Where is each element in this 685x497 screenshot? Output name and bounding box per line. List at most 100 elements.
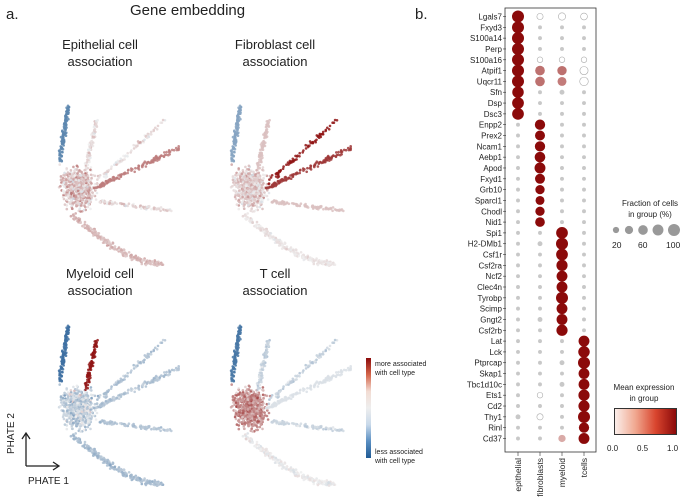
embedding-point bbox=[290, 159, 294, 163]
embedding-point bbox=[119, 377, 123, 381]
embedding-point bbox=[260, 148, 264, 151]
embedding-point bbox=[117, 248, 121, 252]
embedding-point bbox=[127, 202, 131, 205]
embedding-point bbox=[94, 343, 98, 346]
embedding-point bbox=[259, 227, 262, 231]
embedding-point bbox=[111, 461, 115, 465]
embedding-point bbox=[132, 475, 136, 479]
embedding-point bbox=[155, 484, 159, 487]
embedding-point bbox=[237, 167, 240, 170]
embedding-point bbox=[88, 406, 91, 409]
embedding-point bbox=[74, 195, 78, 198]
embedding-point bbox=[344, 148, 348, 152]
embedding-point bbox=[233, 396, 237, 400]
embedding-point bbox=[71, 201, 75, 205]
embedding-point bbox=[237, 189, 241, 192]
embedding-point bbox=[237, 131, 240, 134]
embedding-point bbox=[149, 482, 153, 486]
embedding-point bbox=[262, 140, 265, 143]
embedding-point bbox=[85, 187, 89, 190]
embedding-point bbox=[242, 198, 245, 202]
embedding-point bbox=[155, 264, 159, 267]
embedding-point bbox=[101, 241, 105, 244]
embedding-point bbox=[296, 154, 299, 157]
embedding-point bbox=[84, 174, 88, 177]
embedding-point bbox=[291, 157, 295, 161]
embedding-point bbox=[246, 197, 249, 200]
embedding-point bbox=[161, 338, 165, 342]
embedding-point bbox=[233, 189, 237, 192]
embedding-point bbox=[302, 149, 305, 152]
embedding-point bbox=[290, 202, 294, 205]
embedding-point bbox=[232, 146, 235, 150]
embedding-point bbox=[58, 158, 61, 161]
embedding-point bbox=[61, 195, 65, 199]
embedding-point bbox=[138, 141, 142, 144]
embedding-point bbox=[286, 161, 290, 164]
embedding-point bbox=[94, 123, 98, 126]
embedding-point bbox=[155, 261, 158, 264]
embedding-point bbox=[314, 205, 317, 209]
embedding-point bbox=[106, 390, 110, 394]
embedding-point bbox=[99, 421, 102, 424]
embedding-point bbox=[60, 370, 64, 374]
embedding-point bbox=[75, 217, 78, 220]
embedding-point bbox=[276, 241, 279, 244]
embedding-point bbox=[323, 160, 326, 164]
embedding-point bbox=[251, 204, 255, 207]
embedding-point bbox=[258, 205, 262, 209]
embedding-point bbox=[250, 183, 253, 187]
embedding-point bbox=[331, 263, 335, 266]
embedding-point bbox=[86, 383, 90, 387]
embedding-point bbox=[66, 327, 69, 331]
embedding-point bbox=[84, 184, 87, 187]
embedding-point bbox=[75, 168, 79, 171]
embedding-point bbox=[70, 409, 73, 412]
embedding-point bbox=[126, 171, 129, 175]
embedding-point bbox=[321, 262, 325, 266]
embedding-point bbox=[267, 191, 271, 195]
embedding-point bbox=[242, 405, 245, 409]
embedding-point bbox=[235, 394, 238, 397]
embedding-point bbox=[126, 391, 129, 395]
embedding-point bbox=[261, 156, 264, 160]
embedding-point bbox=[89, 168, 92, 172]
embedding-point bbox=[144, 385, 148, 388]
embedding-point bbox=[317, 136, 321, 140]
embedding-point bbox=[156, 159, 159, 162]
embedding-point bbox=[72, 412, 75, 415]
embedding-point bbox=[340, 150, 344, 154]
embedding-point bbox=[60, 181, 63, 184]
scatter-fibroblast bbox=[229, 104, 353, 267]
embedding-point bbox=[267, 182, 271, 186]
embedding-point bbox=[167, 373, 170, 377]
embedding-point bbox=[154, 126, 157, 130]
embedding-point bbox=[289, 177, 293, 180]
embedding-point bbox=[130, 256, 133, 259]
embedding-point bbox=[301, 167, 305, 170]
embedding-point bbox=[94, 198, 98, 201]
embedding-point bbox=[152, 206, 156, 209]
embedding-point bbox=[275, 200, 279, 203]
embedding-point bbox=[242, 204, 246, 207]
embedding-point bbox=[231, 398, 235, 402]
embedding-point bbox=[64, 334, 67, 338]
embedding-point bbox=[112, 179, 116, 182]
embedding-point bbox=[247, 168, 251, 171]
embedding-point bbox=[332, 154, 335, 157]
embedding-point bbox=[241, 389, 245, 392]
embedding-point bbox=[333, 118, 337, 122]
embedding-point bbox=[237, 200, 241, 203]
embedding-point bbox=[79, 430, 82, 433]
embedding-point bbox=[266, 418, 270, 421]
embedding-point bbox=[118, 159, 122, 163]
embedding-point bbox=[80, 170, 83, 174]
embedding-point bbox=[125, 252, 128, 255]
embedding-point bbox=[234, 197, 238, 201]
embedding-point bbox=[83, 162, 87, 165]
embedding-point bbox=[84, 205, 87, 209]
embedding-point bbox=[111, 202, 114, 206]
embedding-point bbox=[145, 161, 148, 164]
embedding-point bbox=[233, 409, 237, 413]
embedding-point bbox=[238, 405, 241, 409]
